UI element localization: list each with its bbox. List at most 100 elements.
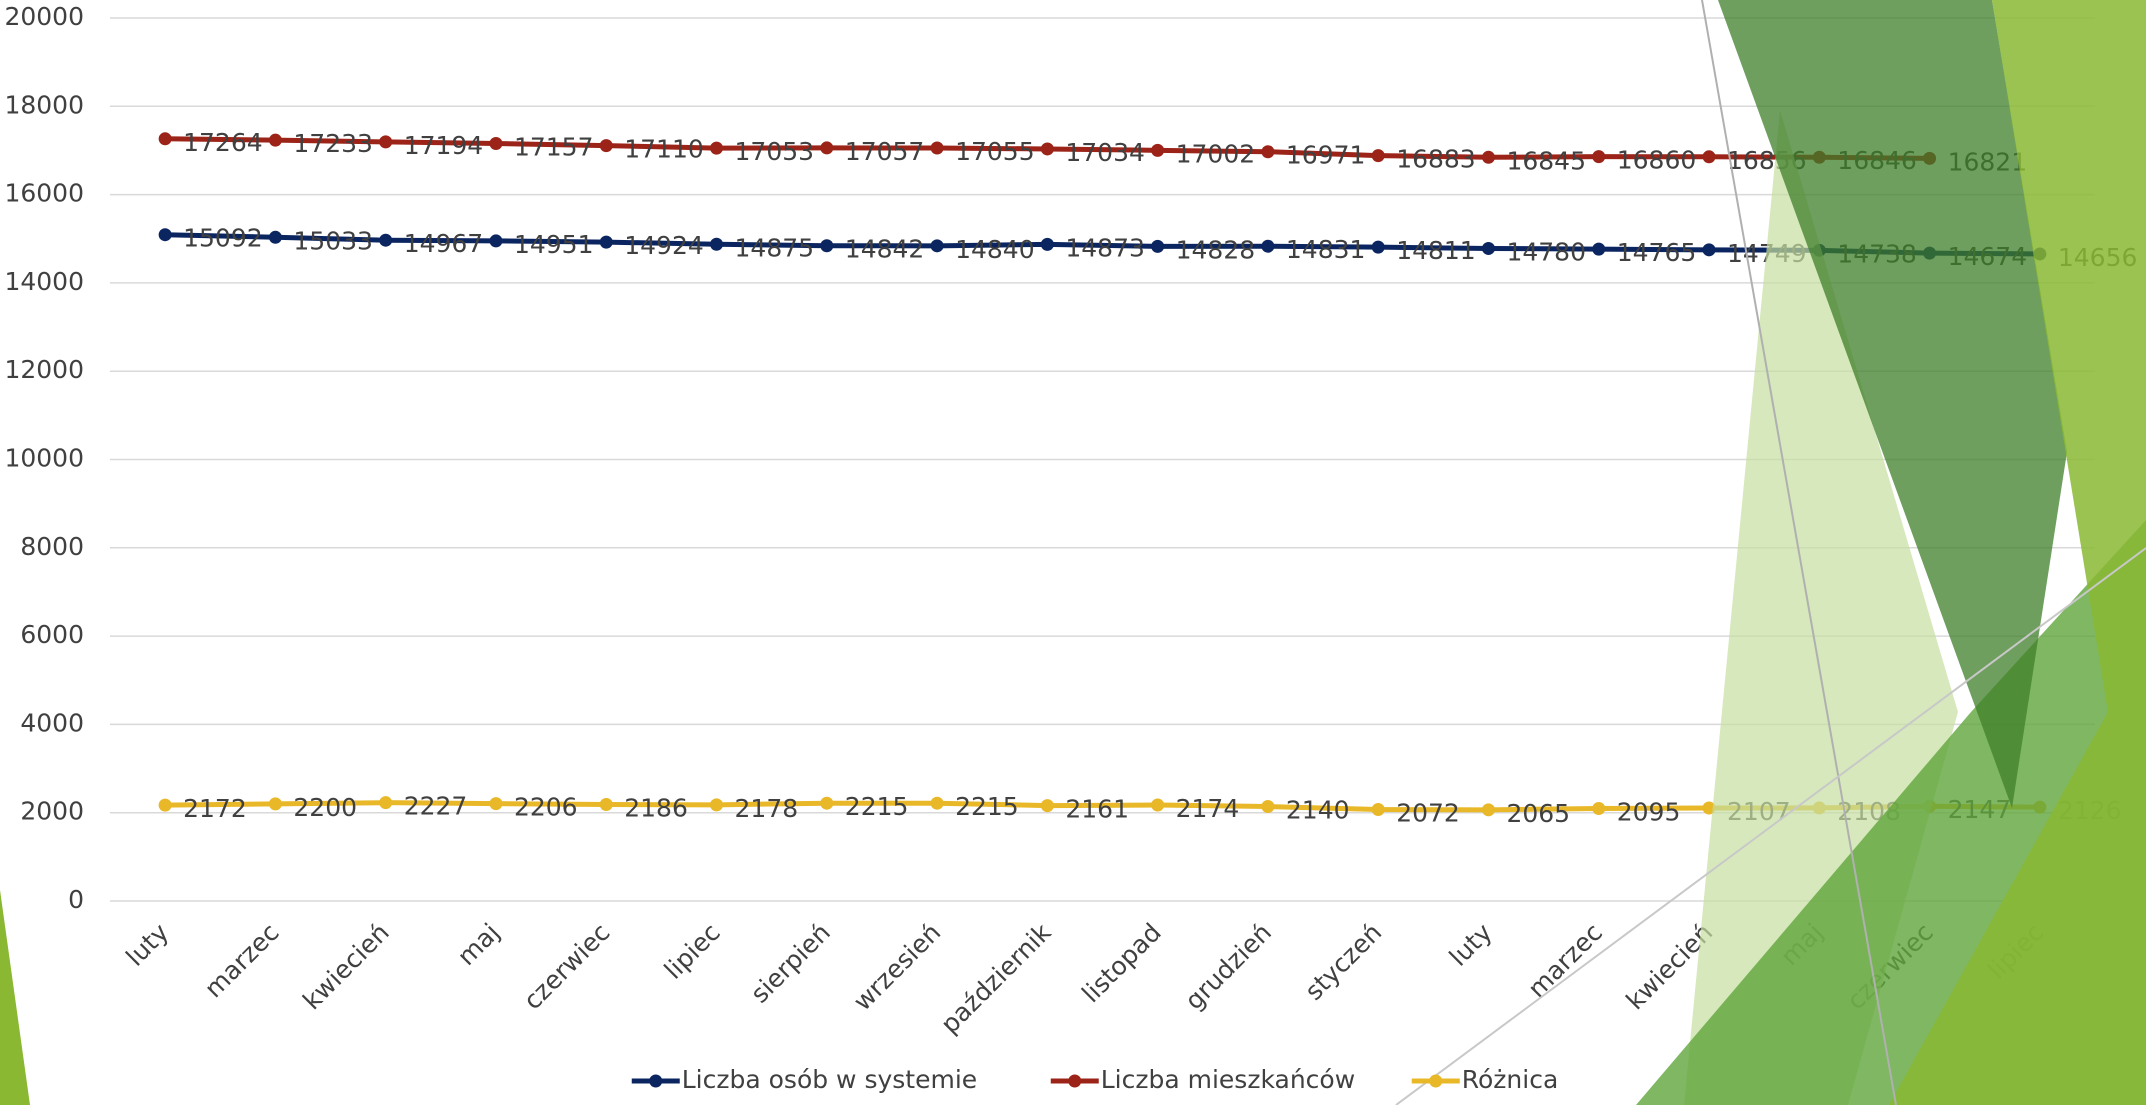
data-label: 14875 [735, 233, 815, 262]
data-label: 17055 [955, 137, 1035, 166]
data-point [1151, 143, 1165, 157]
data-label: 14780 [1506, 237, 1586, 266]
data-label: 2065 [1506, 799, 1570, 828]
data-point [1151, 239, 1165, 253]
data-label: 2215 [955, 792, 1019, 821]
x-tick-label: luty [1444, 918, 1498, 972]
data-point [1481, 803, 1495, 817]
data-point [1592, 150, 1606, 164]
y-tick-label: 16000 [4, 179, 84, 208]
data-label: 14831 [1286, 235, 1366, 264]
data-label: 2227 [404, 792, 468, 821]
decor-shape [1718, 0, 2067, 808]
data-point [710, 798, 724, 812]
data-point [268, 797, 282, 811]
decor-line [1701, 0, 1897, 1105]
data-label: 17194 [404, 131, 484, 160]
data-label: 14840 [955, 235, 1035, 264]
x-tick-label: sierpień [745, 918, 836, 1009]
x-tick-label: grudzień [1179, 918, 1277, 1016]
decor-shape [0, 890, 30, 1105]
data-point [1702, 801, 1716, 815]
data-point [820, 796, 834, 810]
x-tick-label: lipiec [659, 918, 726, 985]
data-point [158, 228, 172, 242]
data-label: 16883 [1396, 145, 1476, 174]
data-label: 2178 [735, 794, 799, 823]
data-label: 14828 [1176, 235, 1256, 264]
data-label: 17157 [514, 133, 594, 162]
x-tick-label: wrzesień [848, 918, 947, 1017]
data-point [1261, 145, 1275, 159]
data-label: 14924 [624, 231, 704, 260]
data-label: 17233 [293, 129, 373, 158]
x-tick-label: marzec [199, 918, 285, 1004]
data-label: 2174 [1176, 794, 1240, 823]
y-tick-label: 8000 [20, 532, 84, 561]
data-label: 17110 [624, 135, 704, 164]
data-point [158, 798, 172, 812]
data-point [1371, 240, 1385, 254]
legend-marker [1429, 1074, 1443, 1088]
data-point [599, 235, 613, 249]
data-label: 14951 [514, 230, 594, 259]
data-label: 2215 [845, 792, 909, 821]
data-label: 16845 [1506, 146, 1586, 175]
legend-marker [649, 1074, 663, 1088]
data-label: 2172 [183, 794, 247, 823]
data-point [1371, 803, 1385, 817]
legend-label: Różnica [1462, 1065, 1559, 1094]
x-tick-label: marzec [1522, 918, 1608, 1004]
data-label: 14873 [1065, 233, 1145, 262]
data-point [930, 239, 944, 253]
data-point [710, 237, 724, 251]
data-label: 2186 [624, 793, 688, 822]
legend-label: Liczba osób w systemie [682, 1065, 977, 1094]
data-point [1481, 241, 1495, 255]
data-point [1592, 242, 1606, 256]
data-label: 16860 [1617, 146, 1697, 175]
x-tick-label: czerwiec [518, 918, 616, 1016]
data-label: 14811 [1396, 236, 1476, 265]
data-label: 15092 [183, 224, 263, 253]
data-point [1371, 149, 1385, 163]
data-point [489, 137, 503, 151]
data-label: 16971 [1286, 141, 1366, 170]
x-tick-label: kwiecień [297, 918, 395, 1016]
data-label: 17002 [1176, 139, 1256, 168]
data-label: 2072 [1396, 799, 1460, 828]
legend-label: Liczba mieszkańców [1101, 1065, 1355, 1094]
data-point [599, 797, 613, 811]
data-label: 14967 [404, 229, 484, 258]
series-line [165, 232, 2040, 257]
data-point [820, 141, 834, 155]
data-point [930, 141, 944, 155]
x-tick-label: październik [935, 917, 1057, 1039]
data-label: 2206 [514, 793, 578, 822]
y-tick-label: 12000 [4, 355, 84, 384]
data-point [1702, 243, 1716, 257]
data-point [1040, 237, 1054, 251]
data-point [930, 796, 944, 810]
y-tick-label: 18000 [4, 90, 84, 119]
data-point [489, 797, 503, 811]
data-point [1151, 798, 1165, 812]
data-point [1261, 239, 1275, 253]
data-label: 2095 [1617, 798, 1681, 827]
data-point [158, 132, 172, 146]
x-tick-label: luty [120, 918, 174, 972]
data-label: 2161 [1065, 795, 1129, 824]
data-label: 17053 [735, 137, 815, 166]
y-tick-label: 20000 [4, 2, 84, 31]
data-point [379, 796, 393, 810]
data-label: 17057 [845, 137, 925, 166]
y-tick-label: 10000 [4, 444, 84, 473]
data-label: 14765 [1617, 238, 1697, 267]
data-point [268, 133, 282, 147]
data-label: 2200 [293, 793, 357, 822]
data-label: 14842 [845, 235, 925, 264]
data-point [1481, 150, 1495, 164]
y-tick-label: 4000 [20, 708, 84, 737]
x-tick-label: listopad [1076, 918, 1167, 1009]
